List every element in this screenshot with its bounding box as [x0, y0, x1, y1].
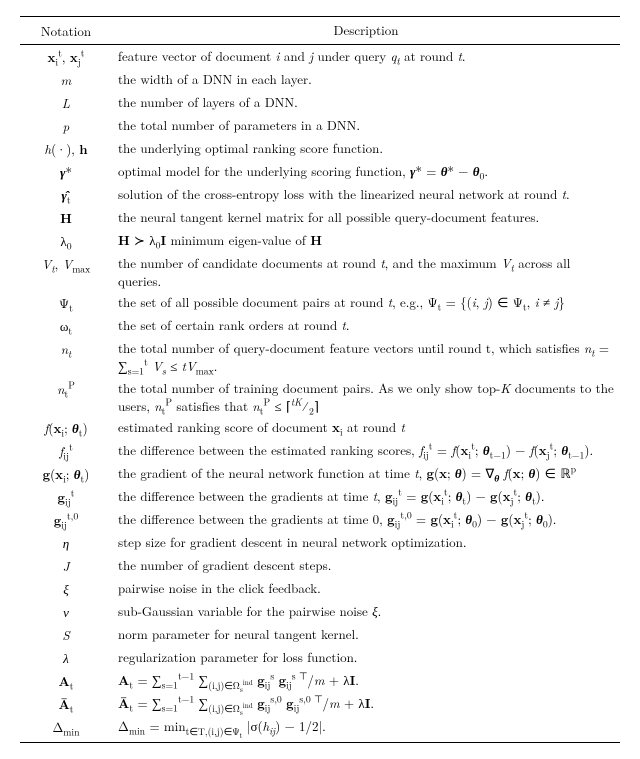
table-row: ĀtĀt = ∑s=1t−1 ∑(i,j)∈Ωsind gijs,0 gijs,…: [20, 692, 620, 715]
table-row: νsub-Gaussian variable for the pairwise …: [20, 600, 620, 623]
notation-cell: fijt: [20, 439, 112, 462]
description-cell: the difference between the gradients at …: [112, 485, 620, 508]
description-cell: the width of a DNN in each layer.: [112, 68, 620, 91]
table-row: Snorm parameter for neural tangent kerne…: [20, 623, 620, 646]
table-row: ξpairwise noise in the click feedback.: [20, 577, 620, 600]
notation-cell: ν: [20, 600, 112, 623]
description-cell: optimal model for the underlying scoring…: [112, 160, 620, 183]
table-row: Ψtthe set of all possible document pairs…: [20, 291, 620, 314]
description-cell: regularization parameter for loss functi…: [112, 646, 620, 669]
description-cell: At = ∑s=1t−1 ∑(i,j)∈Ωsind gijs gijs ⊤/m …: [112, 669, 620, 692]
notation-cell: Ψt: [20, 291, 112, 314]
description-cell: Δmin = mint∈T,(i,j)∈Ψt |σ(hij) − 1/2|.: [112, 715, 620, 743]
notation-cell: λ0: [20, 229, 112, 252]
table-row: γ̂tsolution of the cross-entropy loss wi…: [20, 183, 620, 206]
notation-cell: λ: [20, 646, 112, 669]
notation-cell: xit, xjt: [20, 45, 112, 69]
table-row: f(xi; θt)estimated ranking score of docu…: [20, 416, 620, 439]
notation-cell: Āt: [20, 692, 112, 715]
description-cell: pairwise noise in the click feedback.: [112, 577, 620, 600]
description-cell: the number of layers of a DNN.: [112, 91, 620, 114]
description-cell: the total number of query-document featu…: [112, 337, 620, 377]
notation-cell: S: [20, 623, 112, 646]
description-cell: the total number of parameters in a DNN.: [112, 114, 620, 137]
description-cell: feature vector of document i and j under…: [112, 45, 620, 69]
notation-cell: ntP: [20, 377, 112, 416]
table-row: fijtthe difference between the estimated…: [20, 439, 620, 462]
notation-cell: γ*: [20, 160, 112, 183]
description-cell: the difference between the gradients at …: [112, 508, 620, 531]
description-cell: the neural tangent kernel matrix for all…: [112, 206, 620, 229]
table-row: mthe width of a DNN in each layer.: [20, 68, 620, 91]
table-row: h(·), hthe underlying optimal ranking sc…: [20, 137, 620, 160]
description-cell: the set of certain rank orders at round …: [112, 314, 620, 337]
notation-cell: L: [20, 91, 112, 114]
description-cell: the total number of training document pa…: [112, 377, 620, 416]
table-row: gijt,0the difference between the gradien…: [20, 508, 620, 531]
table-row: λregularization parameter for loss funct…: [20, 646, 620, 669]
notation-cell: H: [20, 206, 112, 229]
table-row: λ0H ≻ λ0I minimum eigen-value of H: [20, 229, 620, 252]
description-cell: sub-Gaussian variable for the pairwise n…: [112, 600, 620, 623]
table-row: ΔminΔmin = mint∈T,(i,j)∈Ψt |σ(hij) − 1/2…: [20, 715, 620, 743]
table-row: γ*optimal model for the underlying scori…: [20, 160, 620, 183]
notation-cell: ωt: [20, 314, 112, 337]
table-row: Vt, Vmaxthe number of candidate document…: [20, 252, 620, 291]
notation-cell: Vt, Vmax: [20, 252, 112, 291]
description-cell: step size for gradient descent in neural…: [112, 531, 620, 554]
table-row: ωtthe set of certain rank orders at roun…: [20, 314, 620, 337]
description-cell: the gradient of the neural network funct…: [112, 462, 620, 485]
notation-cell: nt: [20, 337, 112, 377]
table-row: Jthe number of gradient descent steps.: [20, 554, 620, 577]
description-cell: solution of the cross-entropy loss with …: [112, 183, 620, 206]
description-cell: Āt = ∑s=1t−1 ∑(i,j)∈Ωsind gijs,0 gijs,0 …: [112, 692, 620, 715]
notation-cell: g(xi; θt): [20, 462, 112, 485]
table-body: xit, xjtfeature vector of document i and…: [20, 45, 620, 743]
description-cell: norm parameter for neural tangent kernel…: [112, 623, 620, 646]
description-cell: the set of all possible document pairs a…: [112, 291, 620, 314]
notation-cell: gijt: [20, 485, 112, 508]
notation-cell: Δmin: [20, 715, 112, 743]
notation-cell: gijt,0: [20, 508, 112, 531]
table-row: xit, xjtfeature vector of document i and…: [20, 45, 620, 69]
description-cell: the number of gradient descent steps.: [112, 554, 620, 577]
description-cell: estimated ranking score of document xi a…: [112, 416, 620, 439]
notation-cell: p: [20, 114, 112, 137]
notation-table: Notation Description xit, xjtfeature vec…: [20, 16, 620, 743]
table-row: AtAt = ∑s=1t−1 ∑(i,j)∈Ωsind gijs gijs ⊤/…: [20, 669, 620, 692]
description-cell: the number of candidate documents at rou…: [112, 252, 620, 291]
table-row: ηstep size for gradient descent in neura…: [20, 531, 620, 554]
table-header-row: Notation Description: [20, 17, 620, 45]
notation-cell: η: [20, 531, 112, 554]
table-row: pthe total number of parameters in a DNN…: [20, 114, 620, 137]
notation-cell: h(·), h: [20, 137, 112, 160]
table-row: ntthe total number of query-document fea…: [20, 337, 620, 377]
header-notation: Notation: [20, 17, 112, 45]
table-row: Lthe number of layers of a DNN.: [20, 91, 620, 114]
description-cell: the difference between the estimated ran…: [112, 439, 620, 462]
table-row: Hthe neural tangent kernel matrix for al…: [20, 206, 620, 229]
description-cell: H ≻ λ0I minimum eigen-value of H: [112, 229, 620, 252]
notation-cell: J: [20, 554, 112, 577]
table-row: g(xi; θt)the gradient of the neural netw…: [20, 462, 620, 485]
notation-cell: f(xi; θt): [20, 416, 112, 439]
notation-cell: m: [20, 68, 112, 91]
table-row: gijtthe difference between the gradients…: [20, 485, 620, 508]
notation-cell: At: [20, 669, 112, 692]
notation-cell: ξ: [20, 577, 112, 600]
notation-cell: γ̂t: [20, 183, 112, 206]
header-description: Description: [112, 17, 620, 45]
table-row: ntPthe total number of training document…: [20, 377, 620, 416]
description-cell: the underlying optimal ranking score fun…: [112, 137, 620, 160]
